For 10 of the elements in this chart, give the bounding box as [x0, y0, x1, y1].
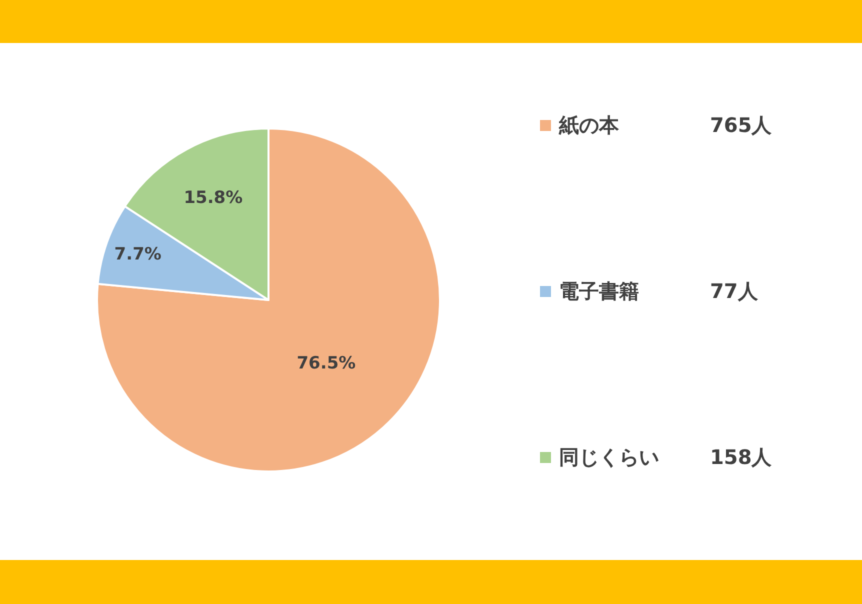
text: 77人 [710, 278, 758, 304]
legend-label: 同じくらい [559, 444, 659, 470]
pie-slice [96, 128, 441, 472]
data-label: 7.7% [114, 244, 162, 264]
data-label: 76.5% [296, 353, 356, 374]
legend-label: 電子書籍 [559, 278, 639, 304]
data-label: 15.8% [184, 188, 243, 208]
text: 158人 [710, 444, 772, 470]
text: 765人 [710, 112, 772, 138]
legend-label: 紙の本 [559, 112, 619, 138]
